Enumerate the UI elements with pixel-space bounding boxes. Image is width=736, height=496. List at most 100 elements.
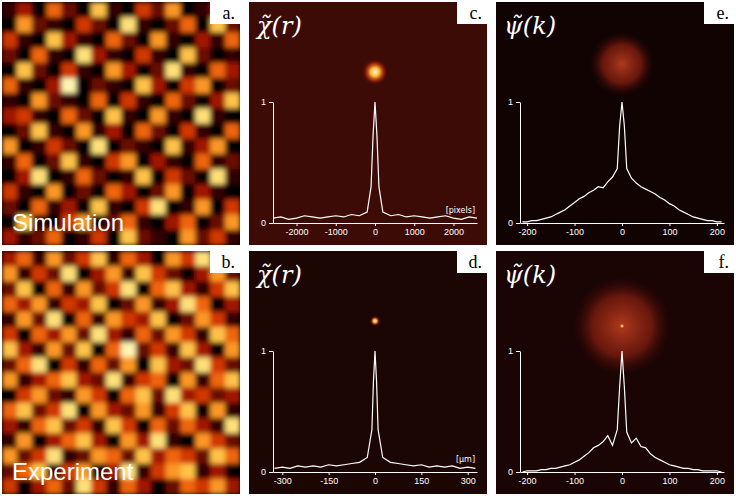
cell bbox=[106, 108, 121, 124]
x-tick-mark bbox=[669, 223, 670, 226]
cell bbox=[47, 388, 62, 404]
y-tick-label: 0 bbox=[261, 467, 266, 477]
cell bbox=[2, 297, 17, 313]
cell bbox=[17, 169, 32, 185]
x-tick: 200 bbox=[710, 472, 725, 486]
y-axis: 01 bbox=[508, 346, 521, 477]
cell bbox=[136, 327, 151, 343]
cell bbox=[2, 124, 17, 140]
cell bbox=[47, 108, 62, 124]
cell bbox=[76, 266, 91, 282]
cell bbox=[136, 388, 151, 404]
cell bbox=[195, 312, 210, 328]
cell bbox=[32, 418, 47, 434]
x-tick-label: 150 bbox=[414, 476, 429, 486]
cell bbox=[62, 108, 77, 124]
cell bbox=[225, 388, 240, 404]
cell bbox=[225, 327, 240, 343]
x-tick-mark bbox=[669, 472, 670, 475]
caption: Experiment bbox=[12, 458, 134, 485]
cell bbox=[17, 327, 32, 343]
cell bbox=[91, 78, 106, 94]
panel-background bbox=[249, 251, 487, 494]
cell bbox=[106, 266, 121, 282]
cell bbox=[136, 297, 151, 313]
cell bbox=[195, 448, 210, 464]
cell bbox=[136, 48, 151, 64]
cell bbox=[121, 78, 136, 94]
cell bbox=[210, 230, 225, 245]
cell bbox=[17, 418, 32, 434]
x-tick-mark bbox=[336, 223, 337, 226]
cell bbox=[91, 251, 106, 267]
cell bbox=[166, 312, 181, 328]
cell bbox=[106, 418, 121, 434]
x-tick-mark bbox=[527, 472, 528, 475]
cell bbox=[210, 215, 225, 231]
x-tick-mark bbox=[468, 472, 469, 475]
cell bbox=[136, 418, 151, 434]
cell bbox=[47, 154, 62, 170]
y-tick: 1 bbox=[261, 97, 273, 107]
cell bbox=[91, 388, 106, 404]
cell bbox=[76, 93, 91, 109]
cell bbox=[2, 139, 17, 155]
cell bbox=[91, 327, 106, 343]
fourier-disc bbox=[572, 276, 672, 376]
cell bbox=[17, 63, 32, 79]
cell bbox=[210, 48, 225, 64]
x-tick-mark bbox=[575, 223, 576, 226]
cell bbox=[17, 373, 32, 389]
x-tick-mark bbox=[717, 472, 718, 475]
cell bbox=[166, 124, 181, 140]
cell bbox=[195, 199, 210, 215]
cell bbox=[121, 373, 136, 389]
cell bbox=[121, 342, 136, 358]
x-tick-mark bbox=[375, 472, 376, 475]
cell bbox=[151, 124, 166, 140]
panel-letter: e. bbox=[717, 3, 730, 23]
cell bbox=[166, 169, 181, 185]
cell bbox=[47, 124, 62, 140]
cell bbox=[151, 251, 166, 267]
cell bbox=[76, 108, 91, 124]
panel-title: ψ̃(k) bbox=[504, 261, 556, 289]
cell bbox=[151, 357, 166, 373]
cell bbox=[62, 312, 77, 328]
cell bbox=[136, 433, 151, 449]
cell bbox=[2, 281, 17, 297]
cell bbox=[225, 448, 240, 464]
cell bbox=[195, 297, 210, 313]
cell bbox=[91, 2, 106, 18]
x-tick-label: -200 bbox=[519, 476, 537, 486]
cell bbox=[166, 357, 181, 373]
cell bbox=[32, 48, 47, 64]
x-axis: -200-1000100200 bbox=[519, 472, 725, 486]
cell bbox=[210, 169, 225, 185]
x-tick: -100 bbox=[566, 223, 584, 237]
cell bbox=[91, 32, 106, 48]
cell bbox=[91, 17, 106, 33]
cell bbox=[106, 312, 121, 328]
cell bbox=[151, 215, 166, 231]
cell bbox=[151, 2, 166, 18]
cell bbox=[136, 63, 151, 79]
y-axis-line bbox=[520, 352, 521, 473]
cell bbox=[17, 139, 32, 155]
cell bbox=[181, 388, 196, 404]
x-tick-label: 0 bbox=[620, 227, 625, 237]
cell bbox=[151, 342, 166, 358]
cell bbox=[195, 464, 210, 480]
cell bbox=[32, 373, 47, 389]
cell bbox=[166, 418, 181, 434]
cell bbox=[62, 251, 77, 267]
panel-letter: d. bbox=[469, 252, 483, 272]
cell bbox=[17, 48, 32, 64]
cell bbox=[62, 63, 77, 79]
cell bbox=[166, 93, 181, 109]
autocorrelation-peak bbox=[370, 316, 380, 326]
cell bbox=[210, 124, 225, 140]
cell bbox=[32, 433, 47, 449]
cell bbox=[17, 2, 32, 18]
cell bbox=[136, 139, 151, 155]
